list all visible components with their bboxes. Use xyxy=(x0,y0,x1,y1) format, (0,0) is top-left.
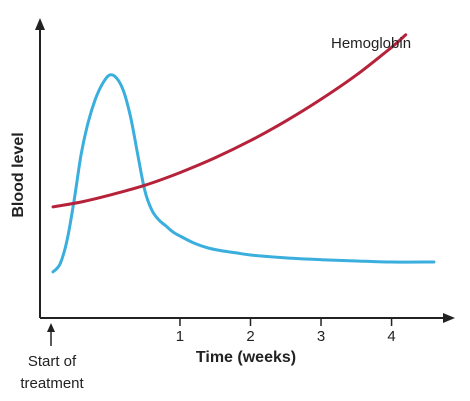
x-tick-label: 1 xyxy=(176,328,184,345)
x-axis-title: Time (weeks) xyxy=(196,349,296,366)
y-axis-title: Blood level xyxy=(10,132,27,217)
hemoglobin-label: Hemoglobin xyxy=(331,35,411,52)
x-axis-arrow xyxy=(443,313,455,323)
start-label-line-2: treatment xyxy=(20,375,84,392)
series-line-drug-level xyxy=(51,73,436,274)
series-line-hemoglobin xyxy=(51,33,408,209)
start-marker-arrow xyxy=(47,323,55,332)
x-tick-label: 3 xyxy=(317,328,325,345)
x-tick-label: 4 xyxy=(387,328,395,345)
x-ticks: 1 2 3 4 xyxy=(176,318,396,345)
start-label-line-1: Start of xyxy=(28,353,77,370)
y-axis-arrow xyxy=(35,18,45,30)
x-tick-label: 2 xyxy=(246,328,254,345)
